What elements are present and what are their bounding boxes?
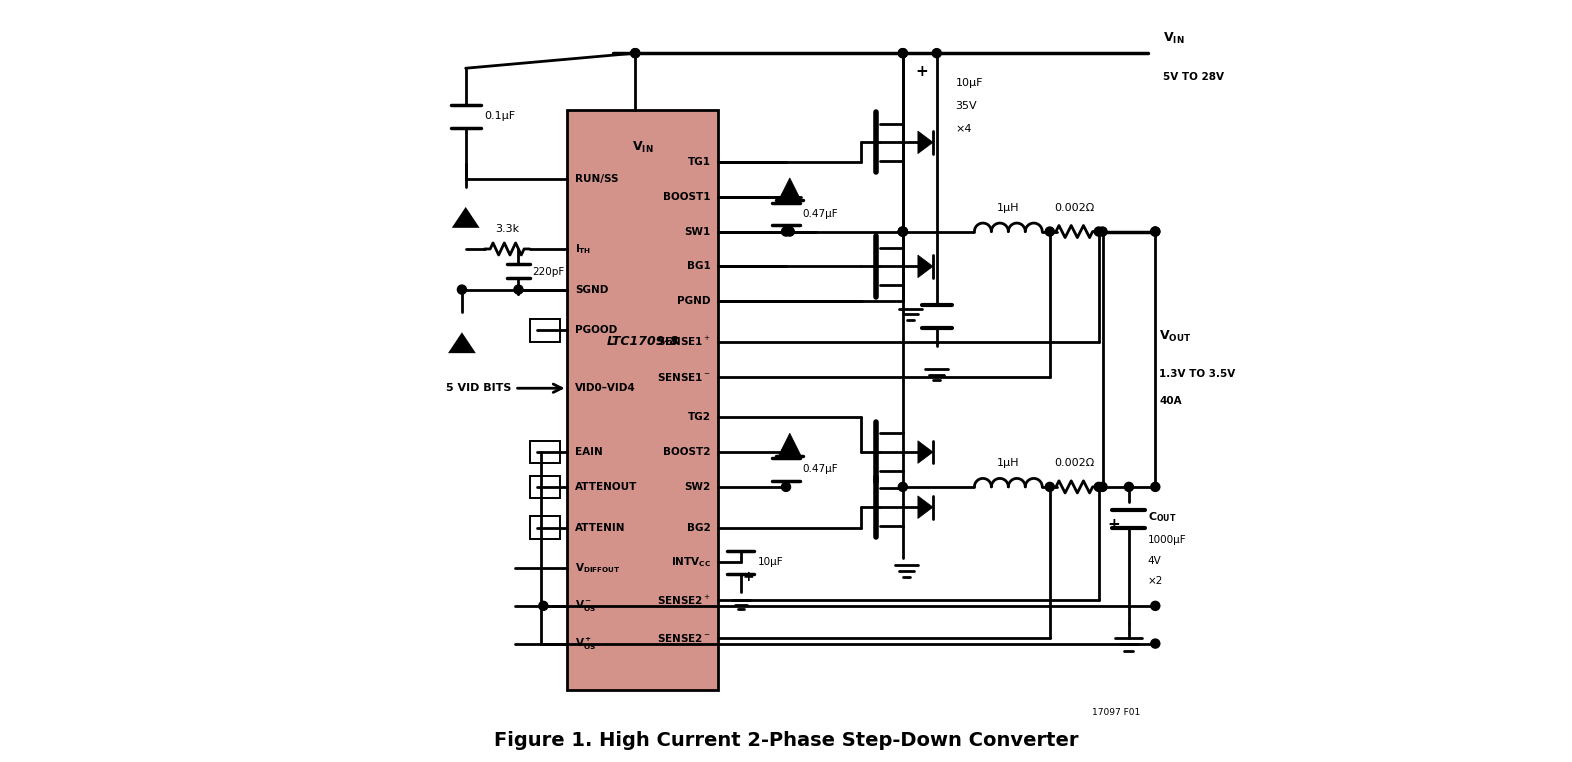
Circle shape — [786, 227, 794, 236]
Polygon shape — [918, 440, 932, 463]
Bar — [530, 319, 560, 341]
Circle shape — [1151, 227, 1160, 236]
Text: Figure 1. High Current 2-Phase Step-Down Converter: Figure 1. High Current 2-Phase Step-Down… — [494, 732, 1078, 751]
Circle shape — [1094, 482, 1104, 491]
Circle shape — [898, 482, 907, 491]
Circle shape — [898, 49, 907, 58]
Circle shape — [1094, 227, 1104, 236]
Polygon shape — [778, 178, 802, 200]
Text: 0.002Ω: 0.002Ω — [1055, 203, 1094, 213]
Circle shape — [898, 227, 907, 236]
Circle shape — [1097, 227, 1107, 236]
Circle shape — [1151, 227, 1160, 236]
Circle shape — [932, 49, 942, 58]
Text: 0.002Ω: 0.002Ω — [1055, 458, 1094, 468]
Bar — [530, 440, 560, 463]
Text: $\mathregular{V_{IN}}$: $\mathregular{V_{IN}}$ — [632, 139, 654, 155]
Polygon shape — [918, 496, 932, 518]
Text: BOOST1: BOOST1 — [663, 192, 711, 202]
Circle shape — [1151, 601, 1160, 610]
Text: TG2: TG2 — [687, 412, 711, 422]
Circle shape — [1124, 482, 1133, 491]
Text: +: + — [742, 570, 755, 584]
Text: LTC1709-8: LTC1709-8 — [607, 335, 679, 348]
Text: 1.3V TO 3.5V: 1.3V TO 3.5V — [1159, 370, 1236, 379]
Text: ×4: ×4 — [956, 123, 971, 133]
Text: PGOOD: PGOOD — [575, 325, 618, 335]
Text: 1μH: 1μH — [997, 203, 1020, 213]
Circle shape — [1045, 227, 1055, 236]
Text: $\mathregular{V_{OUT}}$: $\mathregular{V_{OUT}}$ — [1159, 329, 1192, 344]
Text: 0.47μF: 0.47μF — [803, 209, 838, 219]
Circle shape — [898, 227, 907, 236]
Text: SENSE2$^+$: SENSE2$^+$ — [657, 594, 711, 607]
Bar — [530, 516, 560, 539]
Text: ×2: ×2 — [1148, 576, 1163, 586]
Circle shape — [539, 601, 547, 610]
Text: $\mathregular{C_{OUT}}$: $\mathregular{C_{OUT}}$ — [1148, 510, 1176, 524]
Circle shape — [781, 227, 791, 236]
Text: 220pF: 220pF — [531, 267, 564, 277]
Text: SW2: SW2 — [684, 482, 711, 492]
Text: PGND: PGND — [678, 296, 711, 306]
Text: 40A: 40A — [1159, 395, 1182, 405]
Text: 3.3k: 3.3k — [495, 224, 519, 234]
Polygon shape — [454, 210, 476, 226]
Text: SGND: SGND — [575, 284, 608, 295]
Text: 1000μF: 1000μF — [1148, 535, 1187, 545]
Circle shape — [781, 482, 791, 491]
Text: 1μH: 1μH — [997, 458, 1020, 468]
Text: $\mathregular{V_{IN}}$: $\mathregular{V_{IN}}$ — [1163, 30, 1184, 46]
Text: SW1: SW1 — [684, 226, 711, 236]
Polygon shape — [918, 255, 932, 277]
Text: SENSE1$^+$: SENSE1$^+$ — [657, 335, 711, 348]
Text: TG1: TG1 — [687, 157, 711, 167]
Polygon shape — [918, 131, 932, 154]
Circle shape — [514, 285, 523, 294]
Text: $\mathregular{V_{OS}^+}$: $\mathregular{V_{OS}^+}$ — [575, 636, 596, 652]
Text: RUN/SS: RUN/SS — [575, 174, 618, 184]
Circle shape — [898, 49, 907, 58]
Text: 17097 F01: 17097 F01 — [1093, 708, 1140, 717]
Text: 5V TO 28V: 5V TO 28V — [1163, 72, 1225, 82]
Text: BG2: BG2 — [687, 523, 711, 533]
Circle shape — [781, 192, 791, 201]
Circle shape — [1151, 482, 1160, 491]
Text: 5 VID BITS: 5 VID BITS — [445, 383, 511, 393]
Text: 0.1μF: 0.1μF — [484, 111, 516, 121]
Text: 4V: 4V — [1148, 555, 1162, 565]
Circle shape — [630, 49, 640, 58]
Text: 10μF: 10μF — [758, 557, 783, 568]
Text: $\mathregular{INTV_{CC}}$: $\mathregular{INTV_{CC}}$ — [671, 555, 711, 569]
Text: ATTENOUT: ATTENOUT — [575, 482, 637, 492]
Circle shape — [1045, 482, 1055, 491]
Polygon shape — [451, 335, 473, 352]
Bar — [567, 110, 718, 690]
Text: EAIN: EAIN — [575, 447, 602, 457]
Bar — [530, 475, 560, 498]
Circle shape — [457, 285, 467, 294]
Text: VID0–VID4: VID0–VID4 — [575, 383, 635, 393]
Polygon shape — [778, 434, 802, 456]
Text: BG1: BG1 — [687, 261, 711, 271]
Text: SENSE2$^-$: SENSE2$^-$ — [657, 632, 711, 644]
Text: $\mathregular{I_{TH}}$: $\mathregular{I_{TH}}$ — [575, 242, 591, 256]
Text: ATTENIN: ATTENIN — [575, 523, 626, 533]
Text: SENSE1$^-$: SENSE1$^-$ — [657, 370, 711, 383]
Text: +: + — [1107, 517, 1121, 532]
Circle shape — [630, 49, 640, 58]
Circle shape — [1097, 482, 1107, 491]
Text: BOOST2: BOOST2 — [663, 447, 711, 457]
Text: +: + — [915, 65, 927, 79]
Circle shape — [1151, 639, 1160, 648]
Text: 35V: 35V — [956, 101, 978, 111]
Text: $\mathregular{V_{DIFFOUT}}$: $\mathregular{V_{DIFFOUT}}$ — [575, 562, 621, 575]
Circle shape — [898, 227, 907, 236]
Text: 0.47μF: 0.47μF — [803, 465, 838, 475]
Text: 10μF: 10μF — [956, 78, 982, 88]
Circle shape — [781, 447, 791, 456]
Text: $\mathregular{V_{OS}^-}$: $\mathregular{V_{OS}^-}$ — [575, 598, 596, 613]
